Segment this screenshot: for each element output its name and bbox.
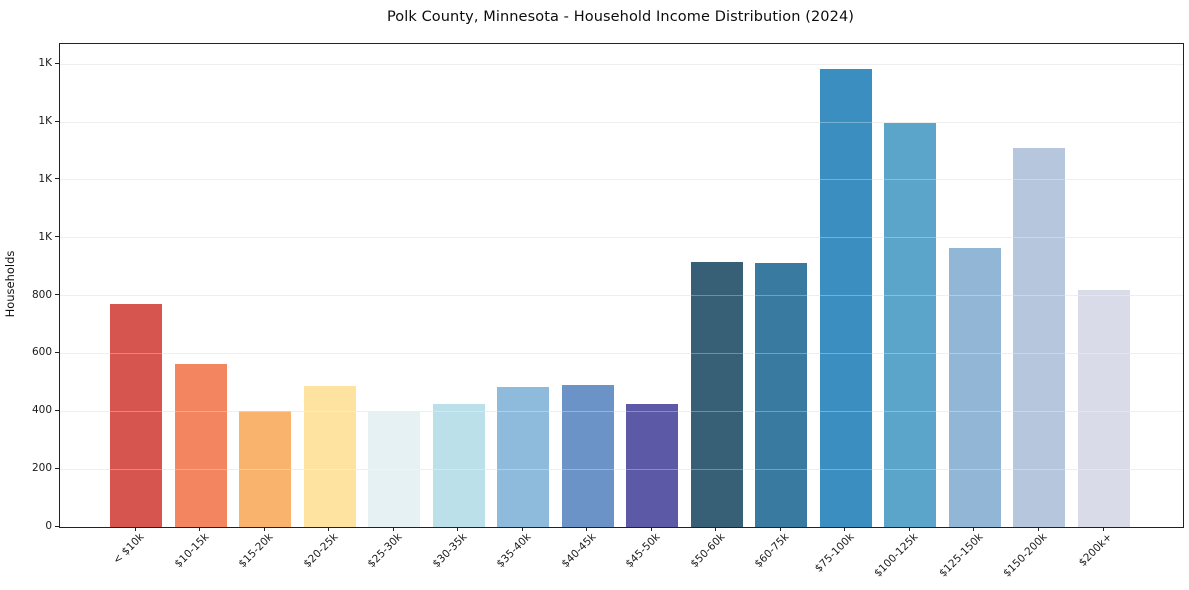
x-tick-mark — [650, 527, 652, 531]
bar — [755, 262, 808, 527]
y-tick-mark — [55, 294, 59, 296]
bar — [1078, 289, 1130, 527]
x-tick-mark — [586, 527, 588, 531]
x-tick-label: $30-35k — [430, 531, 470, 571]
x-tick-label: $50-60k — [688, 531, 728, 571]
x-tick-mark — [134, 527, 136, 531]
x-tick-label: $25-30k — [365, 531, 405, 571]
chart-title: Polk County, Minnesota - Household Incom… — [386, 9, 855, 25]
y-tick-mark — [55, 351, 59, 353]
bar — [303, 386, 356, 527]
x-tick-label: $75-100k — [812, 531, 857, 575]
x-tick-label: $60-75k — [752, 531, 792, 571]
gridline — [60, 237, 1183, 239]
x-tick-mark — [199, 527, 201, 531]
gridline — [60, 63, 1183, 65]
gridline-overlay — [60, 295, 1183, 297]
x-tick-label: $150-200k — [1001, 531, 1050, 580]
y-tick-mark — [55, 236, 59, 238]
y-tick-label: 1K — [38, 172, 52, 185]
x-tick-label: $45-50k — [623, 531, 663, 571]
x-tick-label: $20-25k — [300, 531, 341, 571]
x-tick-label: $35-40k — [494, 531, 534, 571]
y-tick-mark — [55, 467, 59, 469]
x-tick-mark — [908, 527, 910, 531]
gridline-overlay — [60, 410, 1183, 412]
y-tick-label: 1K — [38, 115, 52, 128]
bar — [368, 411, 421, 527]
bar — [819, 68, 872, 527]
bar — [690, 262, 743, 527]
bar — [561, 385, 614, 527]
x-tick-mark — [973, 527, 975, 531]
gridline-overlay — [60, 121, 1183, 123]
x-tick-label: $200k+ — [1076, 531, 1115, 569]
y-tick-mark — [55, 525, 59, 527]
x-tick-mark — [1102, 527, 1104, 531]
x-tick-mark — [844, 527, 846, 531]
gridline-overlay — [60, 352, 1183, 354]
gridline — [60, 468, 1183, 470]
y-tick-label: 600 — [31, 346, 52, 359]
x-tick-label: $15-20k — [236, 531, 276, 571]
bar — [884, 122, 937, 527]
bar — [432, 404, 485, 527]
x-tick-mark — [328, 527, 330, 531]
x-tick-label: $125-150k — [936, 531, 986, 580]
gridline-overlay — [60, 468, 1183, 470]
x-tick-label: $10-15k — [171, 531, 212, 571]
y-axis-label: Households — [3, 250, 17, 318]
bar — [110, 303, 162, 527]
y-tick-mark — [55, 409, 59, 411]
x-tick-mark — [263, 527, 265, 531]
gridline — [60, 179, 1183, 181]
y-tick-mark — [55, 178, 59, 180]
y-tick-label: 0 — [45, 520, 52, 532]
gridline-overlay — [60, 237, 1183, 239]
gridline-overlay — [60, 179, 1183, 181]
bar — [626, 403, 679, 527]
plot-area — [59, 43, 1184, 528]
x-tick-label: $100-125k — [872, 531, 921, 580]
x-tick-label: $40-45k — [559, 531, 599, 571]
y-tick-label: 1K — [38, 230, 52, 243]
x-tick-mark — [1037, 527, 1039, 531]
bar — [1013, 148, 1066, 527]
gridline — [60, 352, 1183, 354]
gridline — [60, 295, 1183, 297]
x-tick-mark — [779, 527, 781, 531]
bar — [948, 248, 1001, 527]
gridline — [60, 410, 1183, 412]
y-tick-label: 400 — [31, 404, 52, 417]
bar — [174, 364, 227, 527]
y-tick-label: 200 — [31, 462, 52, 475]
y-tick-label: 1K — [38, 57, 52, 70]
bar — [497, 387, 550, 527]
gridline-overlay — [60, 63, 1183, 65]
y-tick-mark — [55, 62, 59, 64]
y-tick-label: 800 — [31, 288, 52, 301]
x-tick-mark — [457, 527, 459, 531]
x-tick-mark — [715, 527, 717, 531]
y-tick-mark — [55, 120, 59, 122]
x-tick-label: < $10k — [110, 531, 147, 567]
bar — [239, 411, 292, 527]
x-tick-mark — [392, 527, 394, 531]
x-tick-mark — [521, 527, 523, 531]
gridline — [60, 121, 1183, 123]
